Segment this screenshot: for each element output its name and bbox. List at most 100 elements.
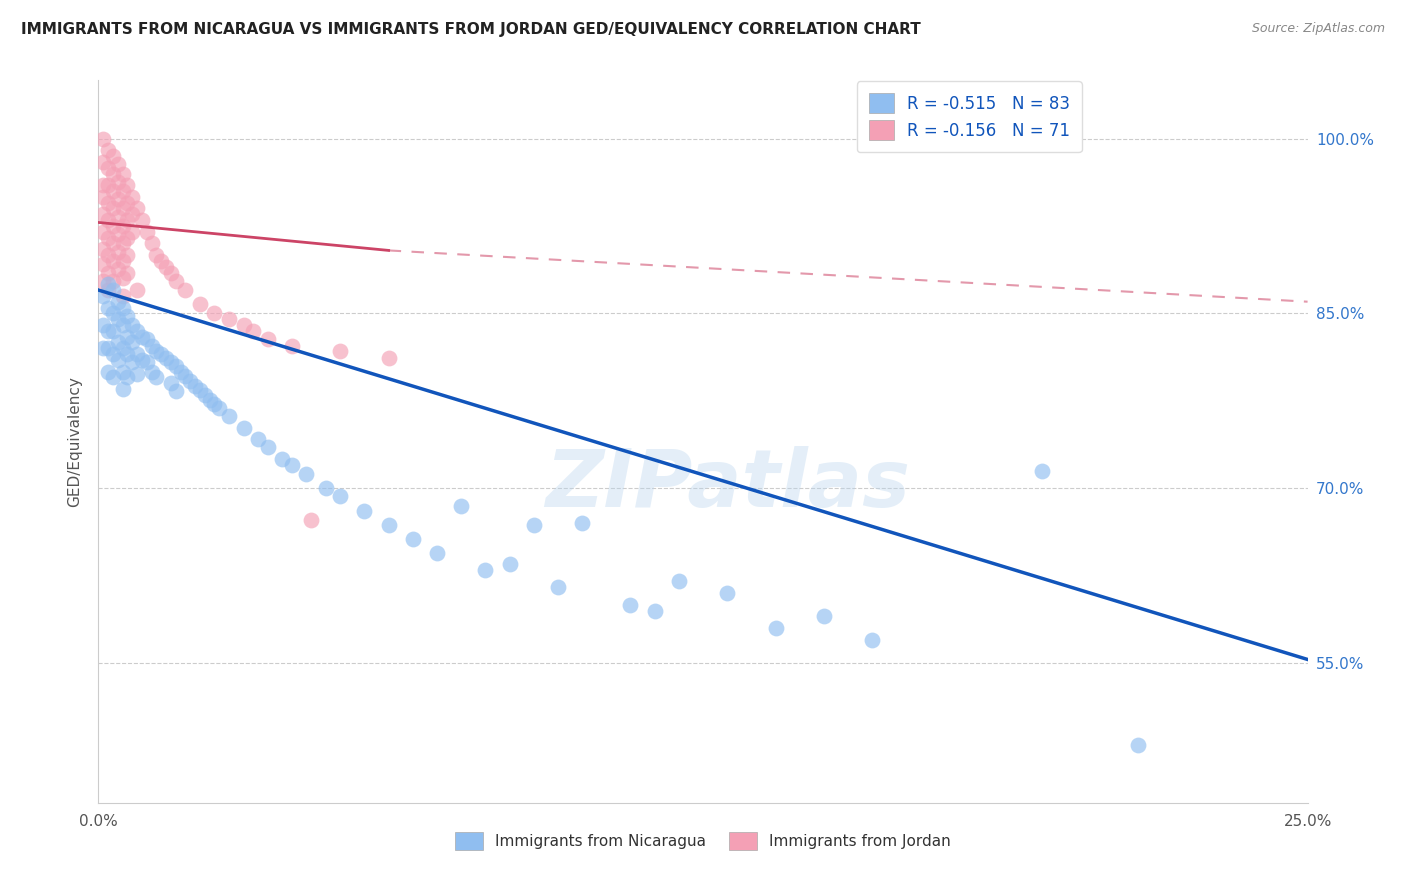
Point bbox=[117, 329, 139, 343]
Point bbox=[107, 157, 129, 171]
Point bbox=[135, 355, 157, 369]
Point bbox=[91, 274, 114, 288]
Point bbox=[117, 230, 139, 244]
Point bbox=[111, 301, 134, 315]
Point bbox=[111, 202, 134, 216]
Text: IMMIGRANTS FROM NICARAGUA VS IMMIGRANTS FROM JORDAN GED/EQUIVALENCY CORRELATION : IMMIGRANTS FROM NICARAGUA VS IMMIGRANTS … bbox=[21, 22, 921, 37]
Point bbox=[117, 195, 139, 210]
Point bbox=[91, 154, 114, 169]
Point bbox=[160, 266, 183, 280]
Point bbox=[107, 335, 129, 350]
Point bbox=[111, 289, 134, 303]
Point bbox=[131, 329, 153, 343]
Point bbox=[111, 253, 134, 268]
Point bbox=[141, 365, 163, 379]
Point bbox=[111, 341, 134, 355]
Point bbox=[315, 481, 337, 495]
Point bbox=[117, 213, 139, 227]
Text: ZIPatlas: ZIPatlas bbox=[544, 446, 910, 524]
Point bbox=[247, 432, 270, 446]
Point bbox=[121, 318, 143, 332]
Point bbox=[860, 632, 883, 647]
Point bbox=[121, 190, 143, 204]
Point bbox=[117, 178, 139, 193]
Point bbox=[107, 227, 129, 241]
Point bbox=[150, 253, 173, 268]
Point bbox=[91, 289, 114, 303]
Point bbox=[377, 351, 399, 365]
Point bbox=[135, 225, 157, 239]
Point bbox=[97, 178, 120, 193]
Point bbox=[97, 365, 120, 379]
Point bbox=[198, 392, 221, 407]
Point bbox=[165, 359, 187, 373]
Point bbox=[101, 283, 124, 297]
Point bbox=[117, 248, 139, 262]
Point bbox=[101, 274, 124, 288]
Point bbox=[329, 343, 352, 358]
Point bbox=[765, 621, 787, 635]
Point bbox=[329, 489, 352, 503]
Point bbox=[131, 353, 153, 368]
Point bbox=[160, 355, 183, 369]
Point bbox=[169, 365, 191, 379]
Point bbox=[101, 167, 124, 181]
Point bbox=[91, 257, 114, 271]
Point bbox=[91, 318, 114, 332]
Point bbox=[107, 294, 129, 309]
Point bbox=[97, 301, 120, 315]
Point bbox=[121, 207, 143, 221]
Point bbox=[160, 376, 183, 391]
Point bbox=[299, 513, 322, 527]
Point bbox=[121, 355, 143, 369]
Point bbox=[271, 452, 294, 467]
Point bbox=[127, 202, 149, 216]
Point bbox=[281, 458, 304, 472]
Point bbox=[165, 384, 187, 399]
Point bbox=[97, 266, 120, 280]
Point bbox=[232, 420, 254, 434]
Point bbox=[127, 324, 149, 338]
Point bbox=[107, 312, 129, 326]
Text: Source: ZipAtlas.com: Source: ZipAtlas.com bbox=[1251, 22, 1385, 36]
Point bbox=[111, 382, 134, 396]
Point bbox=[353, 504, 375, 518]
Point bbox=[145, 248, 167, 262]
Point bbox=[127, 283, 149, 297]
Point bbox=[174, 369, 197, 384]
Point bbox=[218, 409, 240, 423]
Point bbox=[155, 351, 177, 365]
Point bbox=[179, 374, 201, 388]
Point bbox=[194, 388, 217, 402]
Point bbox=[97, 277, 120, 292]
Point bbox=[97, 195, 120, 210]
Point bbox=[111, 318, 134, 332]
Point bbox=[402, 533, 425, 547]
Point bbox=[97, 230, 120, 244]
Point bbox=[208, 401, 231, 415]
Point bbox=[97, 324, 120, 338]
Point bbox=[127, 367, 149, 381]
Point bbox=[184, 378, 207, 392]
Point bbox=[101, 306, 124, 320]
Point bbox=[1128, 738, 1150, 752]
Point bbox=[474, 563, 496, 577]
Point bbox=[97, 248, 120, 262]
Point bbox=[165, 274, 187, 288]
Point bbox=[716, 586, 738, 600]
Point bbox=[101, 370, 124, 384]
Point bbox=[117, 309, 139, 323]
Point bbox=[91, 242, 114, 256]
Point bbox=[523, 518, 546, 533]
Point bbox=[111, 271, 134, 285]
Point bbox=[101, 253, 124, 268]
Point bbox=[150, 347, 173, 361]
Point bbox=[117, 347, 139, 361]
Point bbox=[101, 324, 124, 338]
Point bbox=[91, 190, 114, 204]
Point bbox=[131, 213, 153, 227]
Point bbox=[218, 312, 240, 326]
Point bbox=[91, 178, 114, 193]
Point bbox=[97, 161, 120, 175]
Point bbox=[232, 318, 254, 332]
